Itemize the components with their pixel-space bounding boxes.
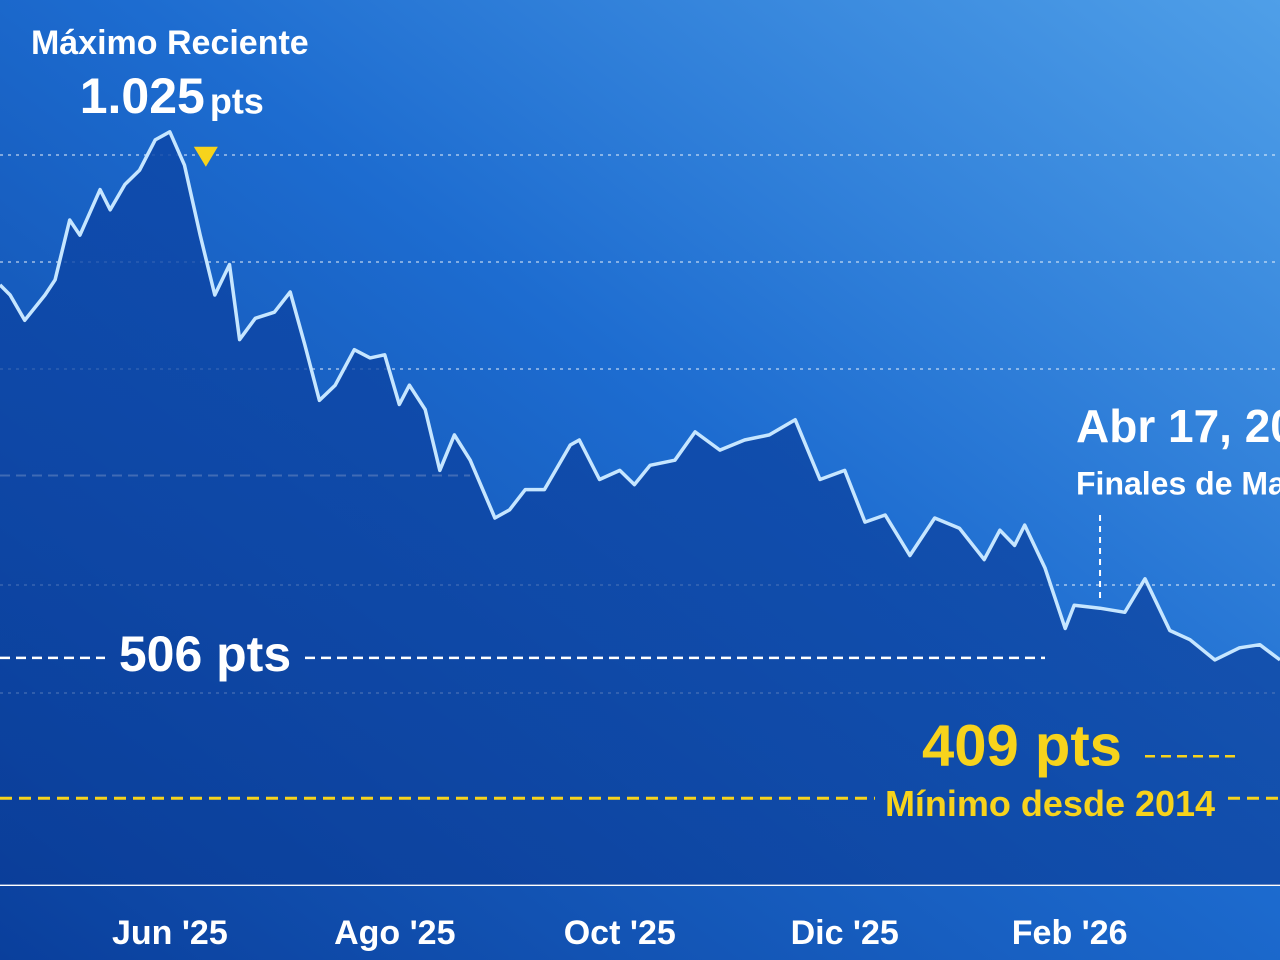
x-tick-label: Dic '25 — [791, 914, 899, 952]
x-tick-label: Ago '25 — [334, 914, 455, 952]
x-tick-label: Oct '25 — [564, 914, 676, 952]
level-note: Mínimo desde 2014 — [885, 783, 1215, 824]
annotation-title: Máximo Reciente — [31, 24, 309, 62]
peak-marker — [193, 146, 218, 167]
area — [0, 131, 1280, 886]
line — [0, 130, 1280, 662]
x-tick-label: Jun '25 — [112, 914, 228, 952]
level-label: 506 pts — [119, 626, 291, 682]
annotation-value: 1.025 — [80, 68, 205, 124]
event-note: Finales de Ma — [1076, 465, 1280, 501]
level-label: 409 pts — [922, 714, 1122, 779]
event-label: Abr 17, 20 — [1076, 400, 1280, 452]
x-tick-label: Feb '26 — [1012, 914, 1128, 952]
annotation-unit: pts — [210, 81, 264, 122]
